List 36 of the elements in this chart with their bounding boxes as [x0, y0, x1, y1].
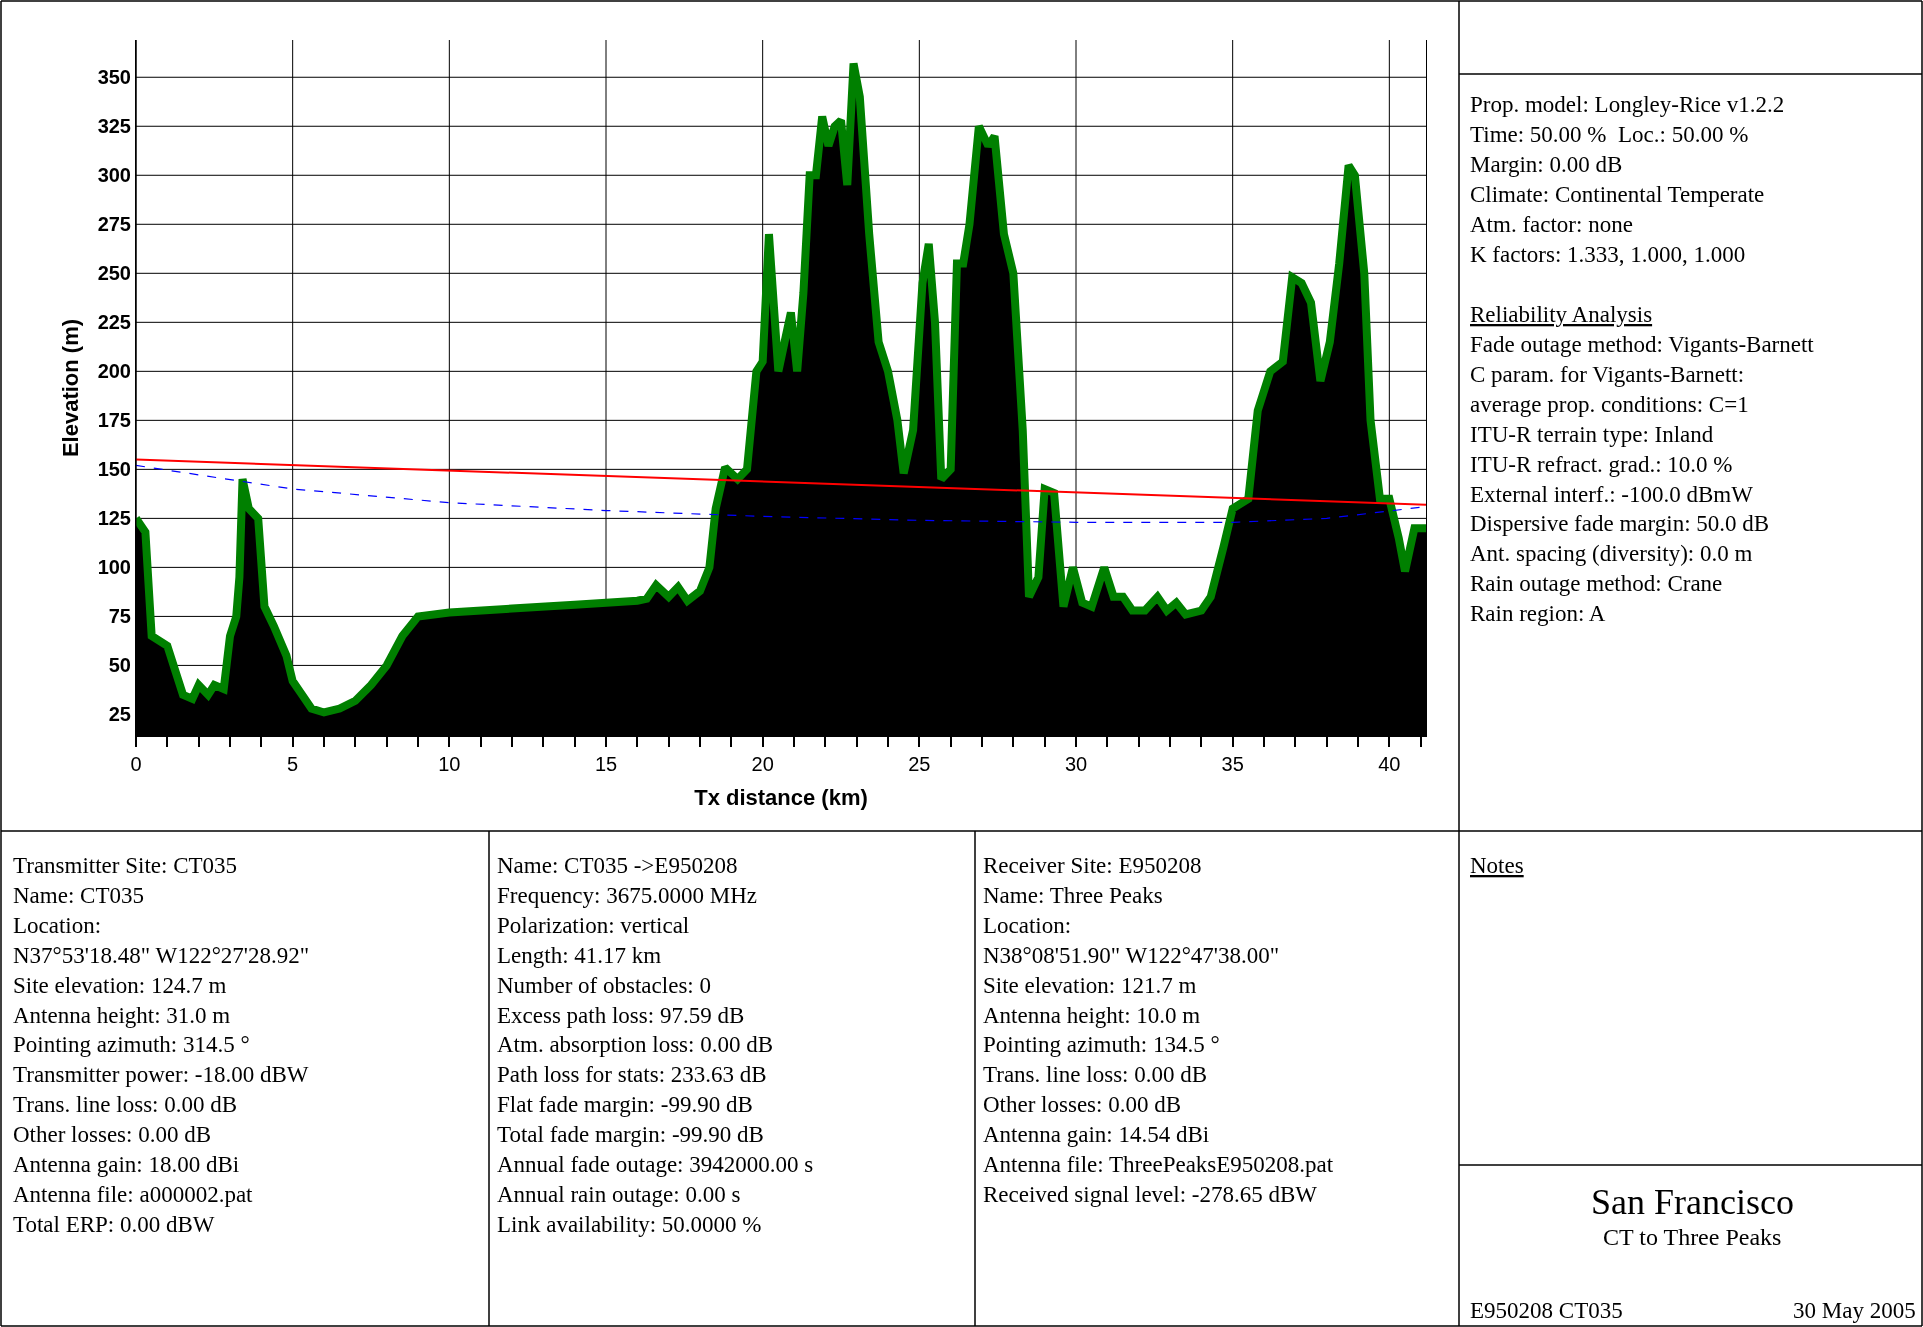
text: Notes	[1470, 853, 1524, 878]
y-tick-label: 200	[97, 360, 131, 383]
y-axis-title: Elevation (m)	[58, 318, 84, 458]
x-tick-label: 5	[287, 753, 299, 775]
y-tick-label: 50	[108, 654, 131, 677]
y-tick-label: 175	[97, 409, 131, 432]
x-axis-title: Tx distance (km)	[694, 784, 868, 810]
text: Fade outage method: Vigants-Barnett C param. for Vigants-Barnett: average prop. conditions: C=1 ITU-R terrain type: Inland ITU-R refract. grad.: 10.0 % External interf.: -100.0 dBmW Dispersive fade margin: 50.0 dB Ant. spacing (diversity): 0.0 m Rain outage method: Crane Rain region: A	[1470, 332, 1814, 627]
y-tick-label: 125	[97, 507, 131, 530]
y-tick-label: 350	[97, 66, 131, 89]
text: Receiver Site: E950208 Name: Three Peaks Location: N38°08'51.90" W122°47'38.00" Site elevation: 121.7 m Antenna height: 10.0 m Pointing azimuth: 134.5 ° Trans. line loss: 0.00 dB Other losses: 0.00 dB Antenna gain: 14.54 dBi Antenna file: ThreePeaksE950208.pat Received signal level: -278.65 dBW	[983, 853, 1334, 1207]
text: San Francisco	[1591, 1182, 1794, 1222]
x-tick-label: 10	[438, 753, 461, 775]
x-tick-label: 30	[1064, 753, 1088, 775]
x-tick-label: 35	[1221, 753, 1244, 775]
x-tick-label: 20	[751, 753, 774, 775]
text: Name: CT035 ->E950208 Frequency: 3675.0000 MHz Polarization: vertical Length: 41.17 km Number of obstacles: 0 Excess path loss: 97.59 dB Atm. absorption loss: 0.00 dB Path loss for stats: 233.63 dB Flat fade margin: -99.90 dB Total fade margin: -99.90 dB Annual fade outage: 3942000.00 s Annual rain outage: 0.00 s Link availability: 50.0000 %	[497, 853, 814, 1237]
text: CT to Three Peaks	[1603, 1224, 1782, 1250]
text: E950208 CT035	[1470, 1298, 1623, 1323]
x-tick-label: 40	[1378, 753, 1401, 775]
text: Reliability Analysis	[1470, 302, 1653, 327]
y-tick-label: 250	[97, 262, 131, 285]
y-tick-label: 325	[97, 115, 131, 138]
x-tick-label: 15	[594, 753, 618, 775]
text: 30 May 2005	[1793, 1298, 1916, 1323]
x-tick-label: 25	[908, 753, 931, 775]
y-tick-label: 275	[97, 213, 131, 236]
y-tick-label: 75	[108, 605, 131, 628]
y-tick-label: 150	[97, 458, 131, 481]
text: Prop. model: Longley-Rice v1.2.2 Time: 50.00 % Loc.: 50.00 % Margin: 0.00 dB Climate: Continental Temperate Atm. factor: none K factors: 1.333, 1.000, 1.000	[1470, 92, 1785, 267]
x-tick-label: 0	[130, 753, 142, 775]
y-tick-label: 25	[108, 703, 131, 726]
y-tick-label: 225	[97, 311, 131, 334]
y-tick-label: 300	[97, 164, 131, 187]
text: Transmitter Site: CT035 Name: CT035 Location: N37°53'18.48" W122°27'28.92" Site elevation: 124.7 m Antenna height: 31.0 m Pointing azimuth: 314.5 ° Transmitter power: -18.00 dBW Trans. line loss: 0.00 dB Other losses: 0.00 dB Antenna gain: 18.00 dBi Antenna file: a000002.pat Total ERP: 0.00 dBW	[13, 853, 310, 1237]
y-tick-label: 100	[97, 556, 131, 579]
